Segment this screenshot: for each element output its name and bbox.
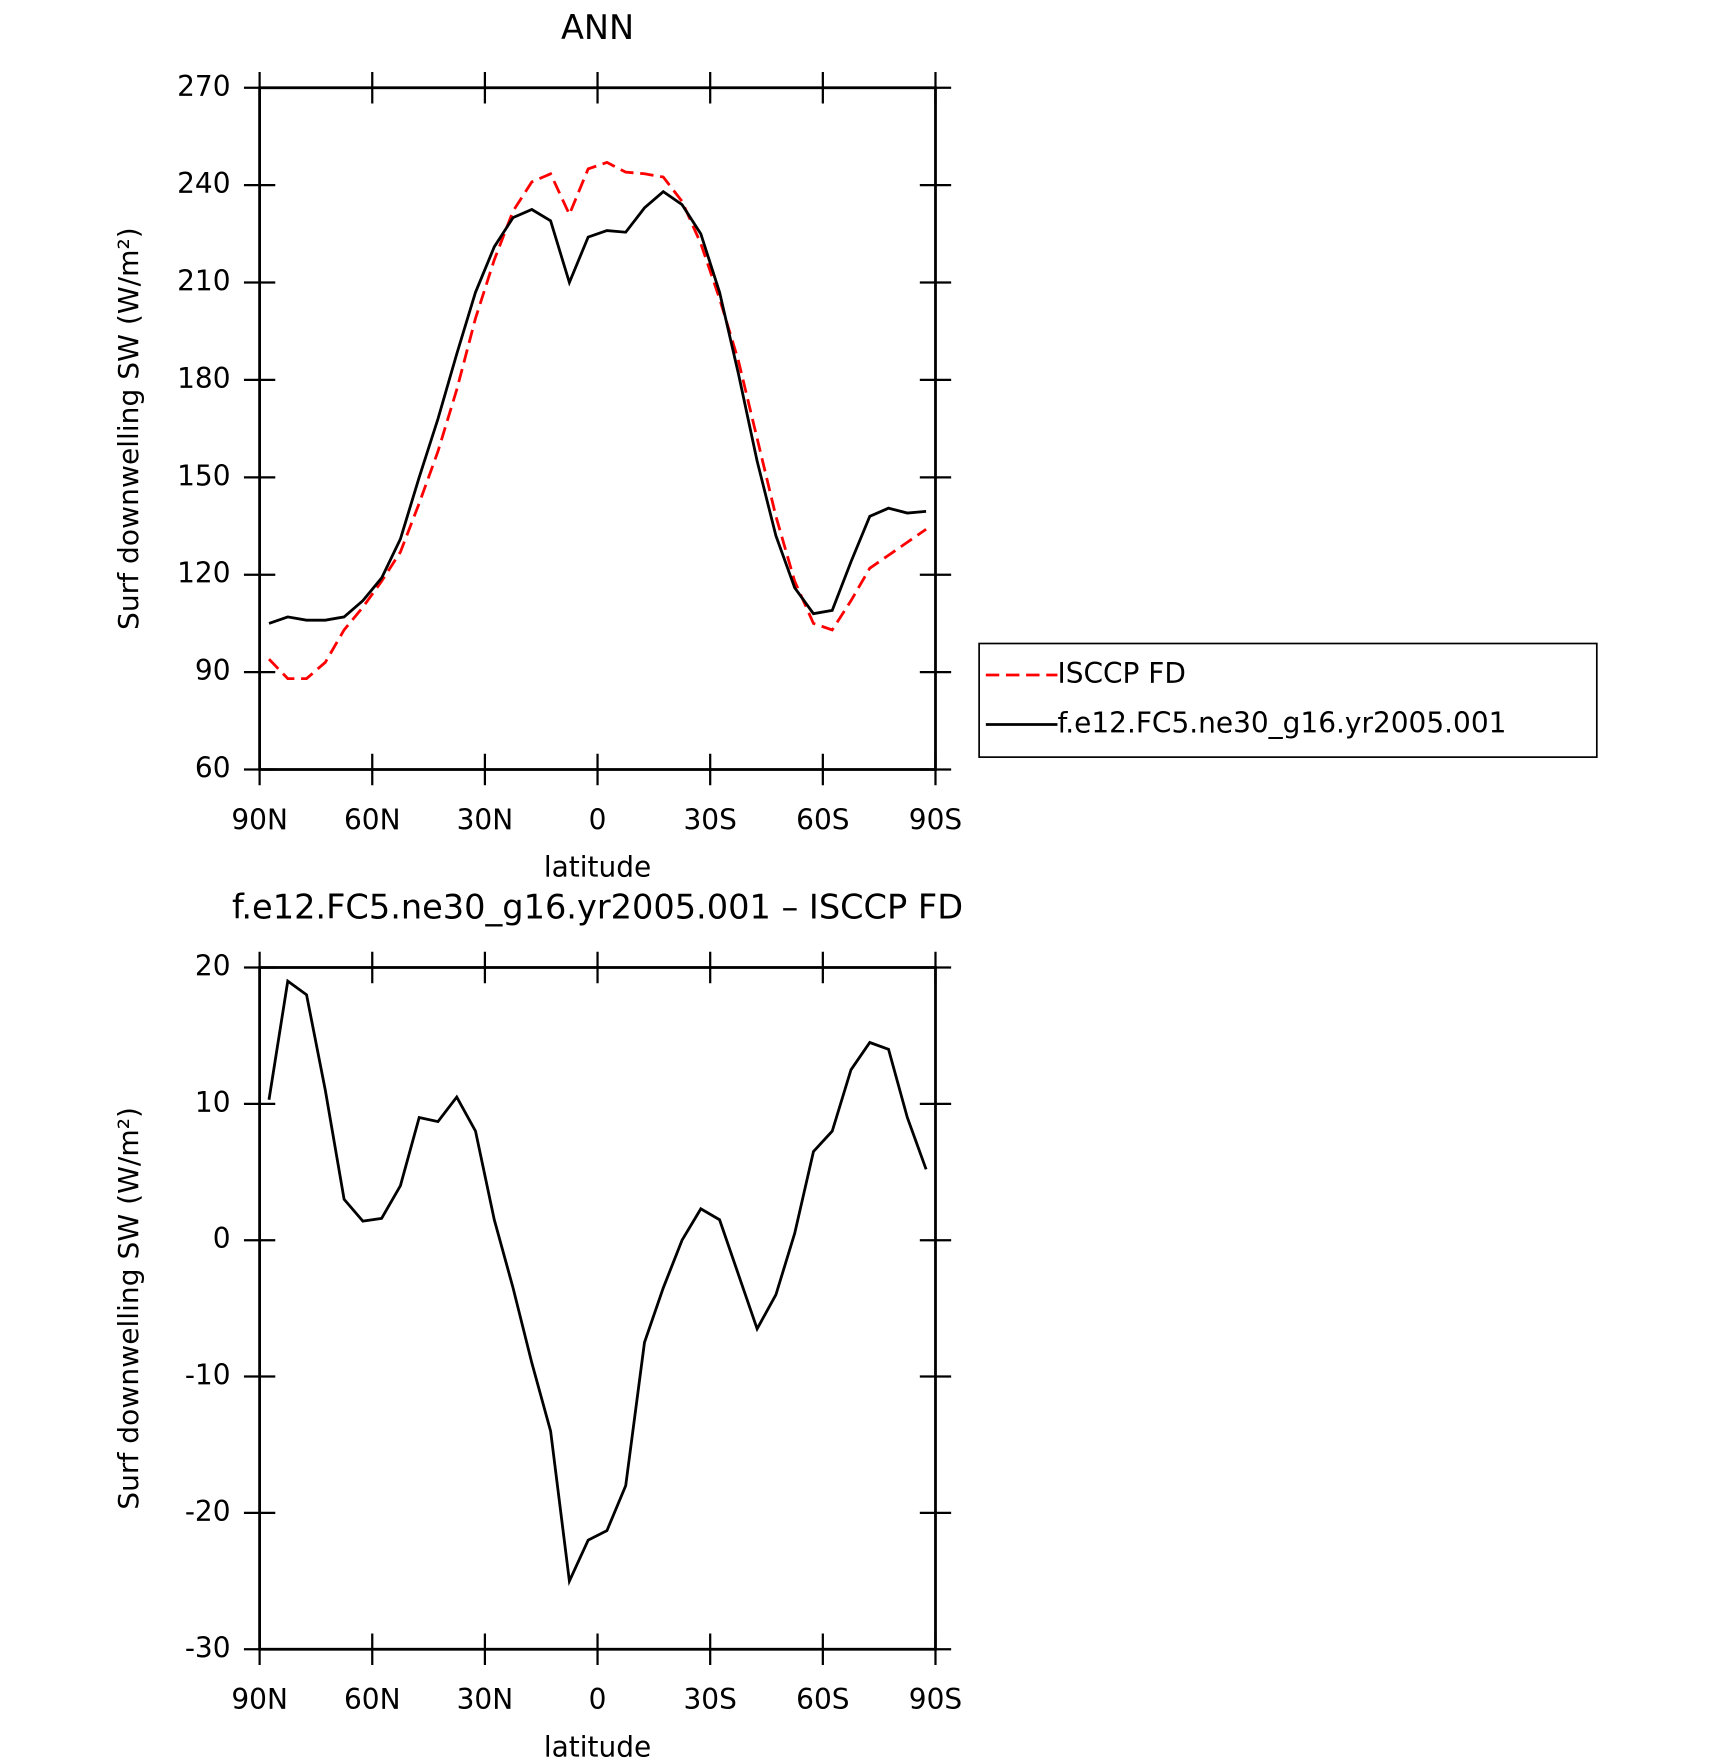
y-tick-label: 10 xyxy=(195,1086,231,1119)
x-tick-label: 0 xyxy=(589,803,607,836)
x-tick-label: 30S xyxy=(684,1683,737,1716)
y-tick-label: 60 xyxy=(195,751,231,784)
y-tick-label: 20 xyxy=(195,949,231,982)
legend-label: ISCCP FD xyxy=(1057,657,1185,690)
x-tick-label: 60S xyxy=(796,803,849,836)
x-tick-label: 30S xyxy=(684,803,737,836)
y-tick-label: -30 xyxy=(185,1631,231,1664)
legend-box xyxy=(978,642,1598,758)
y-axis-label: Surf downwelling SW (W/m²) xyxy=(112,1107,145,1510)
x-tick-label: 90S xyxy=(909,803,962,836)
chart-title: f.e12.FC5.ne30_g16.yr2005.001 – ISCCP FD xyxy=(232,887,963,926)
y-tick-label: 150 xyxy=(177,459,230,492)
x-tick-label: 90N xyxy=(231,803,288,836)
x-axis-label: latitude xyxy=(544,1730,651,1762)
figure-group: ANN 60 90 120 150 180 210 240 270 90N 60N 30N 0 30S 60… xyxy=(112,8,1598,1762)
x-axis-label: latitude xyxy=(544,850,651,883)
y-tick-label: 120 xyxy=(177,557,230,590)
x-tick-label: 30N xyxy=(457,803,514,836)
x-tick-label: 60N xyxy=(344,803,401,836)
y-tick-label: -20 xyxy=(185,1495,231,1528)
series-line xyxy=(268,189,927,625)
x-tick-label: 30N xyxy=(457,1683,514,1716)
y-tick-label: 180 xyxy=(177,362,230,395)
y-tick-label: 0 xyxy=(213,1222,231,1255)
plot-frame xyxy=(258,966,937,1651)
x-tick-label: 60S xyxy=(796,1683,849,1716)
y-tick-label: 270 xyxy=(177,70,230,103)
x-tick-label: 90S xyxy=(909,1683,962,1716)
series-line xyxy=(267,160,927,681)
chart-title: ANN xyxy=(561,8,634,47)
x-tick-label: 0 xyxy=(589,1683,607,1716)
y-tick-label: 210 xyxy=(177,264,230,297)
plot-frame xyxy=(258,86,937,771)
series-line xyxy=(267,978,928,1587)
legend-label: f.e12.FC5.ne30_g16.yr2005.001 xyxy=(1057,706,1506,739)
x-tick-label: 90N xyxy=(231,1683,288,1716)
x-tick-label: 60N xyxy=(344,1683,401,1716)
y-tick-label: 240 xyxy=(177,167,230,200)
y-axis-label: Surf downwelling SW (W/m²) xyxy=(112,227,145,630)
y-tick-label: -10 xyxy=(185,1359,231,1392)
y-tick-label: 90 xyxy=(195,654,231,687)
